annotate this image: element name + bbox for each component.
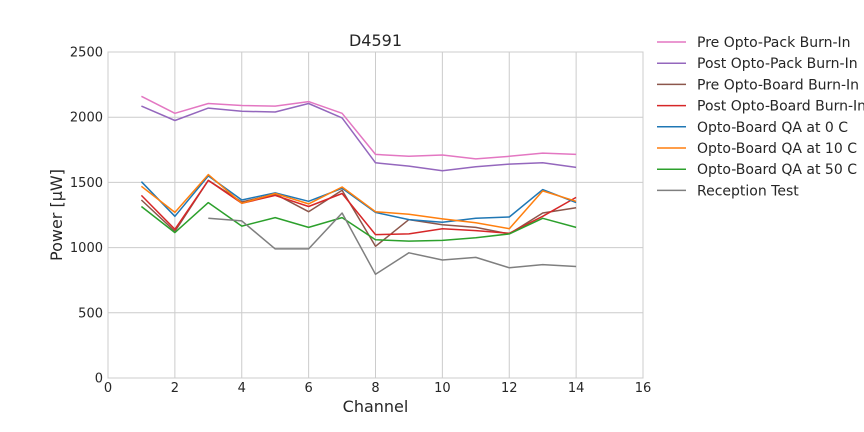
y-tick-label: 0 xyxy=(95,372,103,387)
legend-label: Reception Test xyxy=(697,183,799,199)
legend-label: Opto-Board QA at 0 C xyxy=(697,120,848,136)
series-line-4 xyxy=(140,179,577,236)
y-tick-label: 2500 xyxy=(70,46,103,61)
series-line-7 xyxy=(140,201,577,242)
y-tick-labels: 0 500 1000 1500 2000 2500 xyxy=(70,46,103,387)
x-tick-label: 16 xyxy=(635,381,652,396)
legend: Pre Opto-Pack Burn-In Post Opto-Pack Burn… xyxy=(657,35,864,199)
x-axis-title: Channel xyxy=(343,397,409,416)
legend-label: Pre Opto-Board Burn-In xyxy=(697,77,859,93)
series-line-6 xyxy=(140,173,577,230)
x-tick-label: 8 xyxy=(371,381,379,396)
legend-label: Opto-Board QA at 10 C xyxy=(697,141,857,157)
x-tick-label: 0 xyxy=(104,381,112,396)
x-tick-label: 12 xyxy=(501,381,518,396)
x-tick-label: 6 xyxy=(304,381,312,396)
x-tick-labels: 0 2 4 6 8 10 12 14 16 xyxy=(104,381,651,396)
x-tick-label: 4 xyxy=(238,381,246,396)
plot-frame xyxy=(107,51,644,379)
series-line-2 xyxy=(141,102,577,172)
chart-title: D4591 xyxy=(349,31,402,50)
series-line-1 xyxy=(141,95,577,160)
y-tick-label: 500 xyxy=(78,306,103,321)
series-line-8 xyxy=(208,212,577,276)
x-tick-label: 14 xyxy=(568,381,585,396)
series-lines xyxy=(140,95,577,276)
legend-label: Post Opto-Board Burn-In xyxy=(697,99,864,115)
y-axis-title: Power [μW] xyxy=(47,169,66,261)
y-tick-label: 1000 xyxy=(70,241,103,256)
legend-label: Opto-Board QA at 50 C xyxy=(697,162,857,178)
legend-label: Post Opto-Pack Burn-In xyxy=(697,56,858,72)
y-tick-label: 2000 xyxy=(70,111,103,126)
grid xyxy=(107,51,644,379)
legend-label: Pre Opto-Pack Burn-In xyxy=(697,35,851,51)
y-tick-label: 1500 xyxy=(70,176,103,191)
x-tick-label: 10 xyxy=(434,381,451,396)
x-tick-label: 2 xyxy=(171,381,179,396)
